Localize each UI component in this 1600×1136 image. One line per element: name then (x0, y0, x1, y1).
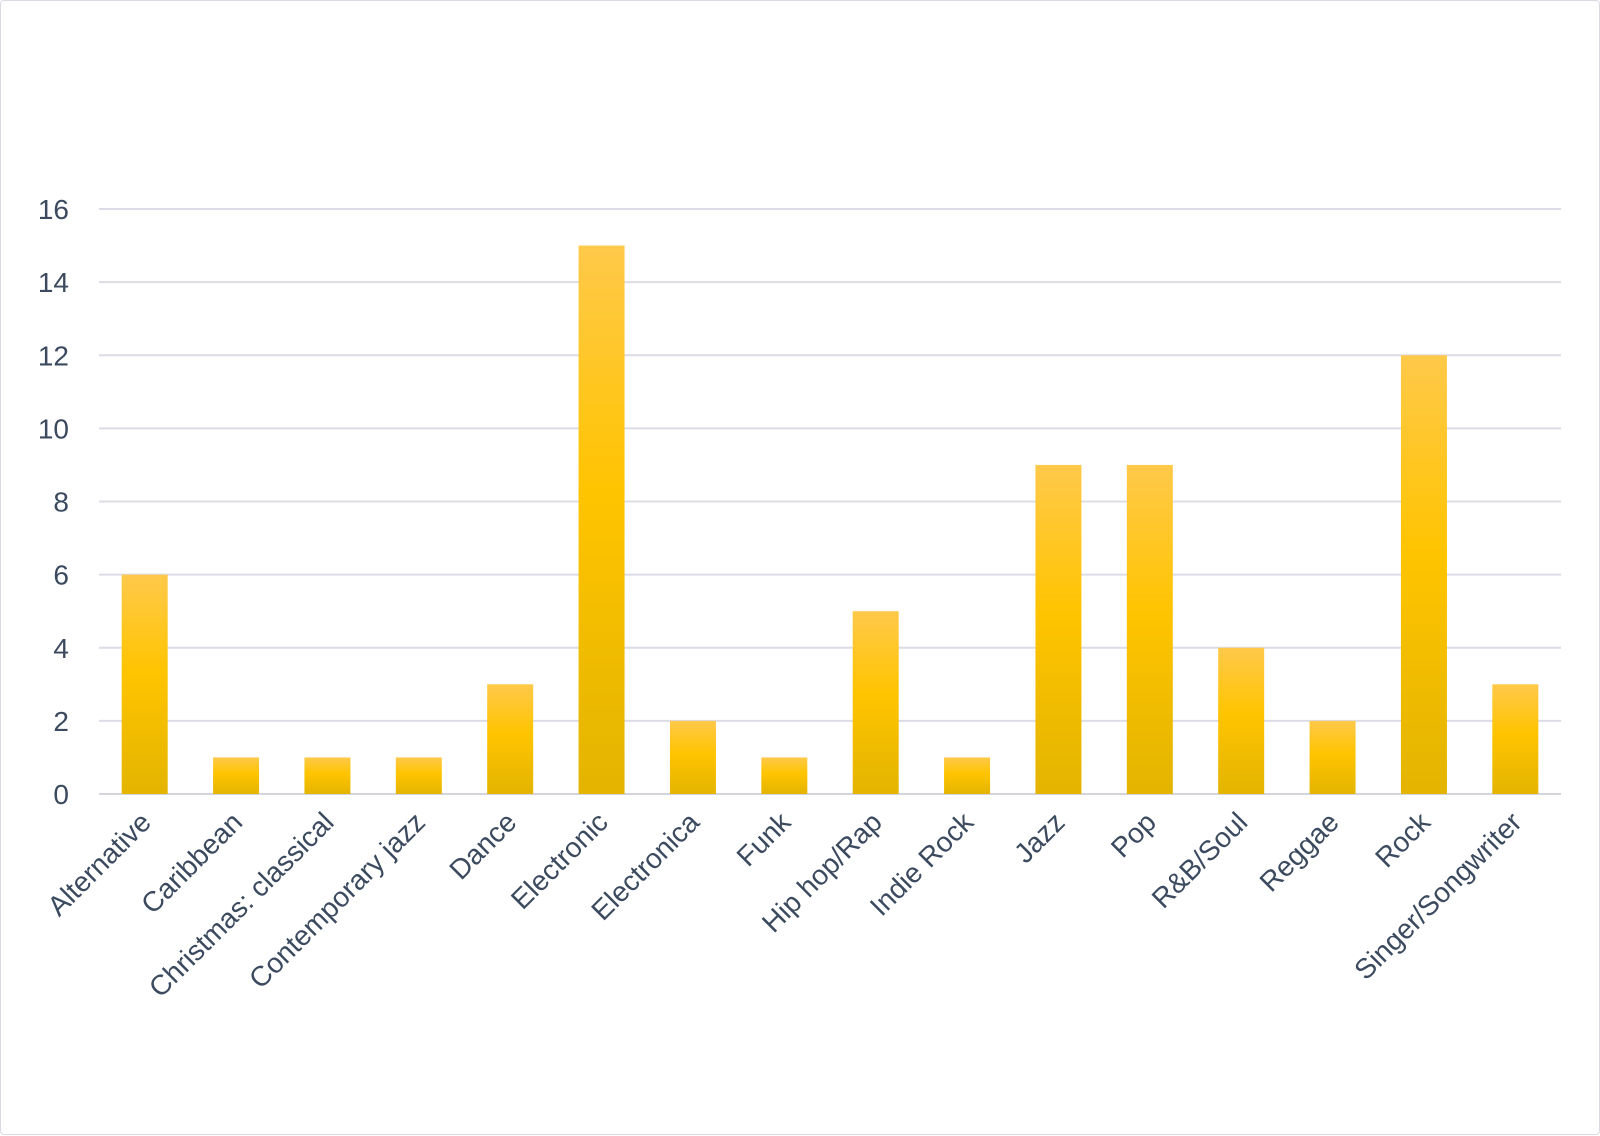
bar-alternative (121, 574, 168, 794)
bar-rock (1400, 355, 1447, 794)
bar-r-b-soul (1218, 647, 1265, 794)
y-tick-label: 10 (38, 413, 69, 444)
bar-christmas-classical (304, 757, 351, 794)
bar-indie-rock (944, 757, 991, 794)
gridlines (99, 208, 1561, 795)
x-category-label: Contemporary jazz (243, 806, 431, 994)
x-category-label: Jazz (1008, 806, 1071, 869)
x-category-label: Pop (1105, 806, 1162, 863)
bar-reggae (1309, 720, 1356, 794)
bars (121, 245, 1539, 794)
y-tick-label: 16 (38, 194, 69, 225)
x-category-label: Singer/Songwriter (1348, 806, 1527, 985)
y-axis-ticks: 0 2 4 6 8 10 12 14 16 (38, 194, 69, 810)
bar-dance (487, 684, 534, 794)
bar-electronic (578, 245, 625, 794)
y-tick-label: 0 (53, 779, 69, 810)
y-tick-label: 4 (53, 633, 69, 664)
x-category-label: R&B/Soul (1146, 806, 1254, 914)
x-category-label: Alternative (41, 806, 156, 921)
bar-contemporary-jazz (395, 757, 442, 794)
y-tick-label: 6 (53, 560, 69, 591)
y-tick-label: 12 (38, 340, 69, 371)
y-tick-label: 14 (38, 267, 69, 298)
x-category-label: Reggae (1254, 806, 1345, 897)
bar-funk (761, 757, 808, 794)
x-category-label: Funk (731, 806, 798, 873)
bar-pop (1126, 464, 1173, 794)
bar-singer-songwriter (1492, 684, 1539, 794)
bar-hip-hop-rap (852, 611, 899, 794)
bar-jazz (1035, 464, 1082, 794)
y-tick-label: 8 (53, 487, 69, 518)
bar-electronica (669, 720, 716, 794)
x-category-label: Dance (443, 806, 522, 885)
x-category-label: Rock (1369, 806, 1437, 874)
bar-caribbean (213, 757, 260, 794)
y-tick-label: 2 (53, 706, 69, 737)
